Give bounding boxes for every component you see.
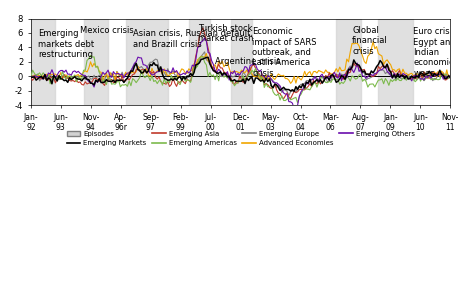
Text: Mexico crisis: Mexico crisis bbox=[80, 26, 134, 35]
Text: Global
financial
crisis: Global financial crisis bbox=[352, 26, 388, 56]
Text: Emerging
markets debt
restructuring: Emerging markets debt restructuring bbox=[38, 29, 94, 59]
Bar bbox=[83, 19, 108, 105]
Bar bbox=[336, 19, 361, 105]
Text: Turkish stock
market crash: Turkish stock market crash bbox=[198, 24, 253, 43]
Text: Argentine crisis: Argentine crisis bbox=[215, 57, 281, 66]
Bar bbox=[31, 19, 55, 105]
Bar bbox=[378, 19, 413, 105]
Text: Asian crisis, Russian default,
and Brazill crisis: Asian crisis, Russian default, and Brazi… bbox=[133, 29, 253, 49]
Text: Euro crisis,
Egypt and
Indian
economic
woes: Euro crisis, Egypt and Indian economic w… bbox=[413, 27, 459, 78]
Text: Economic
impact of SARS
outbreak, and
Latin America
crisis: Economic impact of SARS outbreak, and La… bbox=[252, 27, 317, 78]
Bar bbox=[231, 19, 252, 105]
Bar bbox=[189, 19, 210, 105]
Bar bbox=[126, 19, 168, 105]
Legend: Episodes, Emerging Markets, Emerging Asia, Emerging Americas, Emerging Europe, A: Episodes, Emerging Markets, Emerging Asi… bbox=[64, 128, 418, 149]
